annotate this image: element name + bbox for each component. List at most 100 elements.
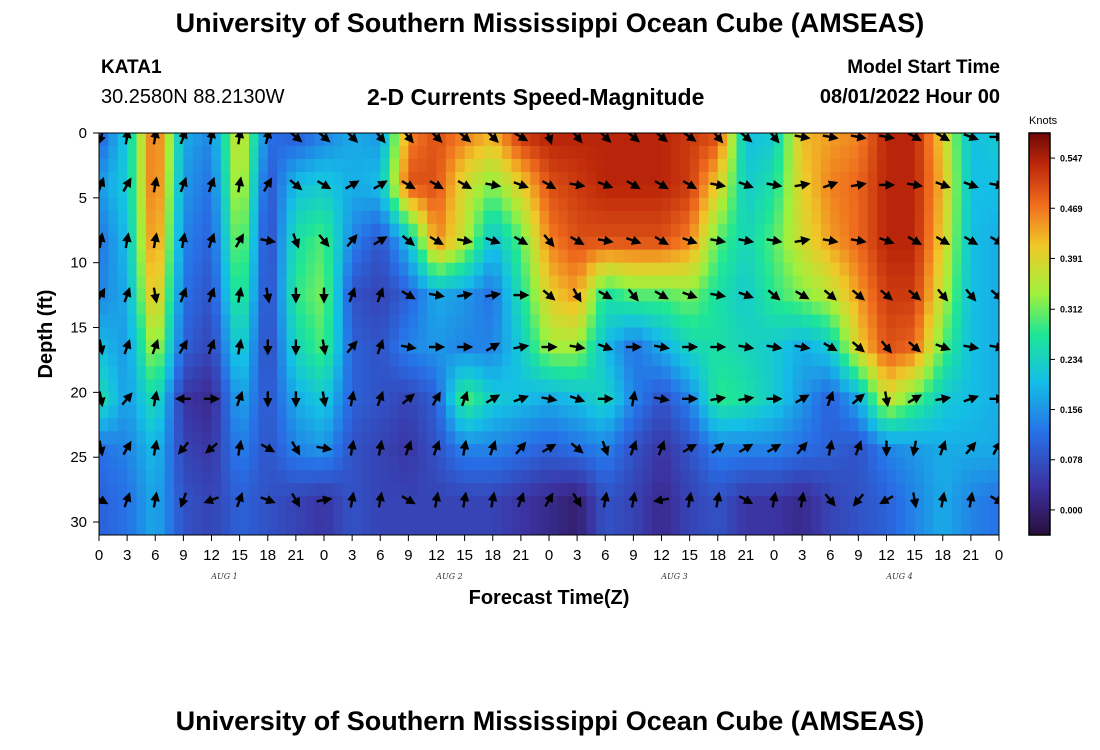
heat-cell <box>605 431 616 445</box>
heat-cell <box>220 262 231 277</box>
heat-cell <box>567 392 578 406</box>
heat-cell <box>858 353 869 368</box>
heat-cell <box>520 405 531 419</box>
heat-cell <box>370 457 381 471</box>
heat-cell <box>427 353 438 368</box>
current-arrow <box>625 235 642 245</box>
current-arrow <box>963 235 979 245</box>
heat-cell <box>389 133 400 147</box>
heat-cell <box>792 366 803 380</box>
heat-cell <box>586 431 597 445</box>
heat-cell <box>736 288 747 303</box>
heat-cell <box>792 301 803 316</box>
heat-cell <box>624 133 634 147</box>
current-arrow <box>795 394 810 404</box>
heat-cell <box>549 197 559 212</box>
heat-cell <box>258 262 269 277</box>
heat-cell <box>895 184 906 199</box>
heat-cell <box>961 353 972 368</box>
heat-cell <box>530 158 541 173</box>
heat-cell <box>427 327 438 342</box>
heat-cell <box>455 262 466 277</box>
heat-cell <box>717 210 728 225</box>
heat-cell <box>989 197 999 212</box>
heat-cell <box>211 470 222 484</box>
heat-cell <box>952 236 963 251</box>
heat-cell <box>539 275 550 290</box>
heat-cell <box>727 405 738 419</box>
current-arrow <box>654 180 669 190</box>
heat-cell <box>727 366 738 380</box>
heat-cell <box>455 509 466 523</box>
heat-cell <box>642 340 653 355</box>
heat-cell <box>408 158 419 173</box>
heat-cell <box>380 262 391 277</box>
heat-cell <box>445 457 456 471</box>
heat-cell <box>445 470 456 484</box>
heat-cell <box>549 366 559 380</box>
heat-cell <box>192 522 203 535</box>
heat-cell <box>933 431 944 445</box>
heat-cell <box>830 236 841 251</box>
heat-cell <box>783 496 794 510</box>
heat-cell <box>792 483 803 497</box>
heat-cell <box>867 301 878 316</box>
heat-cell <box>220 327 231 342</box>
heat-cell <box>914 158 925 173</box>
heat-cell <box>342 262 353 277</box>
heat-cell <box>624 444 634 458</box>
heat-cell <box>745 184 756 199</box>
heat-cell <box>783 327 794 342</box>
heat-cell <box>164 496 175 510</box>
heat-cell <box>417 418 428 432</box>
heat-cell <box>933 379 944 393</box>
heat-cell <box>417 340 428 355</box>
heat-cell <box>858 223 869 238</box>
heat-cell <box>605 223 616 238</box>
heat-cell <box>427 184 438 199</box>
heat-cell <box>895 379 906 393</box>
heat-cell <box>342 418 353 432</box>
heat-cell <box>811 366 822 380</box>
heat-cell <box>277 457 288 471</box>
heat-cell <box>774 327 784 342</box>
heat-cell <box>895 431 906 445</box>
heat-cell <box>755 470 766 484</box>
heat-cell <box>924 262 934 277</box>
heat-cell <box>811 379 822 393</box>
heat-cell <box>577 509 588 523</box>
heat-cell <box>736 158 747 173</box>
heat-cell <box>914 496 925 510</box>
heat-cell <box>605 158 616 173</box>
current-arrow <box>178 232 188 249</box>
heat-cell <box>811 431 822 445</box>
heat-cell <box>380 509 391 523</box>
heat-cell <box>783 249 794 264</box>
heat-cell <box>370 133 381 147</box>
heat-cell <box>99 145 109 160</box>
heat-cell <box>811 249 822 264</box>
current-arrow <box>825 439 835 456</box>
heat-cell <box>239 392 250 406</box>
heat-cell <box>970 379 981 393</box>
heat-cell <box>239 327 250 342</box>
heat-cell <box>520 470 531 484</box>
heat-cell <box>905 210 916 225</box>
heat-cell <box>642 509 653 523</box>
x-axis-title: Forecast Time(Z) <box>469 587 630 609</box>
current-arrow <box>291 441 301 456</box>
heat-cell <box>211 158 222 173</box>
heat-cell <box>605 405 616 419</box>
heat-cell <box>820 353 831 368</box>
heat-cell <box>295 301 306 316</box>
current-arrow <box>989 342 999 352</box>
heat-cell <box>839 171 850 186</box>
heat-cell <box>802 184 813 199</box>
heat-cell <box>886 366 897 380</box>
heat-cell <box>277 301 288 316</box>
x-tick-label: 12 <box>653 547 670 564</box>
heat-cell <box>474 509 484 523</box>
heat-cell <box>745 314 756 329</box>
heat-cell <box>820 405 831 419</box>
heat-cell <box>342 223 353 238</box>
